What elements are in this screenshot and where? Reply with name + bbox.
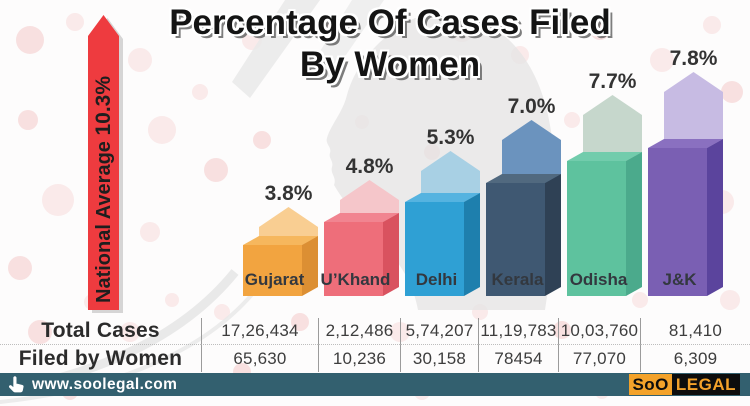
title-line-1: Percentage Of Cases Filed	[169, 3, 611, 42]
polka-dot	[703, 16, 721, 34]
national-average-arrow	[88, 15, 119, 310]
bar-value-label: 3.8%	[265, 182, 313, 205]
total-cases-gujarat: 17,26,434	[201, 318, 318, 345]
soolegal-logo[interactable]: SoO LEGAL	[629, 374, 740, 395]
polka-dot	[564, 112, 580, 128]
bar-top-face	[486, 174, 561, 183]
bar-category-label: Gujarat	[245, 270, 305, 289]
bar-front-face	[243, 245, 302, 296]
polka-dot	[553, 321, 571, 339]
bar-gujarat: 3.8% Gujarat	[243, 182, 318, 296]
national-average-bar: National Average 10.3%	[88, 15, 123, 313]
bar-top-face	[648, 139, 723, 148]
website-url[interactable]: www.soolegal.com	[32, 375, 178, 393]
bar-cap	[421, 151, 480, 202]
bar-front-face	[405, 202, 464, 296]
filed-women-ukhand: 10,236	[318, 345, 400, 372]
bar-top-face	[324, 213, 399, 222]
footer-bar: www.soolegal.com SoO LEGAL	[0, 373, 750, 396]
logo-part-soo: SoO	[629, 374, 672, 395]
polka-dot	[291, 313, 309, 331]
bar-front-face	[648, 148, 707, 296]
row-label-total-cases: Total Cases	[0, 318, 201, 345]
bar-top-face	[405, 193, 480, 202]
bar-category-label: Delhi	[416, 270, 458, 289]
bar-side-face	[464, 193, 480, 296]
bar-side-face	[302, 236, 318, 296]
polka-dot	[313, 21, 331, 39]
bar-delhi: 5.3% Delhi	[405, 126, 480, 296]
bar-value-label: 7.0%	[508, 95, 556, 118]
page-title: Percentage Of Cases Filed By Women	[30, 2, 750, 86]
polka-dot	[16, 26, 44, 54]
polka-dot	[720, 290, 740, 310]
bar-value-label: 7.7%	[589, 70, 637, 93]
row-label-filed-by-women: Filed by Women	[18, 346, 183, 370]
bar-side-face	[545, 174, 561, 296]
total-cases-odisha: 10,03,760	[558, 318, 640, 345]
bar-front-face	[567, 161, 626, 296]
bar-category-label: Odisha	[570, 270, 628, 289]
filed-women-jk: 6,309	[640, 345, 750, 372]
ribbon-shape	[232, 0, 320, 98]
polka-dot	[590, 20, 610, 40]
bar-top-face	[243, 236, 318, 245]
bar-front-face	[324, 222, 383, 296]
filed-women-kerala: 78454	[478, 345, 558, 372]
cases-table: Total Cases 17,26,434 2,12,486 5,74,207 …	[0, 318, 750, 372]
polka-dot	[165, 293, 179, 307]
polka-dot	[140, 222, 160, 242]
bar-category-label: U’Khand	[321, 270, 391, 289]
polka-dot	[66, 13, 84, 31]
polka-dot	[632, 292, 648, 308]
bar-value-label: 5.3%	[427, 126, 475, 149]
polka-dot	[8, 256, 32, 280]
bar-side-face	[383, 213, 399, 296]
bar-cap	[583, 95, 642, 161]
swoosh-line	[0, 280, 264, 404]
bar-side-face	[707, 139, 723, 296]
bar-category-label: J&K	[662, 270, 697, 289]
polka-dot	[120, 322, 140, 342]
bar-jk: 7.8% J&K	[648, 47, 723, 296]
ribbon-shape	[312, 0, 384, 78]
total-cases-kerala: 11,19,783	[478, 318, 558, 345]
polka-dot	[650, 48, 674, 72]
bar-value-label: 7.8%	[670, 47, 718, 70]
bar-cap	[259, 207, 318, 245]
bar-value-label: 4.8%	[346, 155, 394, 178]
filed-women-gujarat: 65,630	[201, 345, 318, 372]
filed-women-odisha: 77,070	[558, 345, 640, 372]
logo-part-legal: LEGAL	[671, 374, 740, 395]
bar-ukhand: 4.8% U’Khand	[321, 155, 399, 296]
national-average-text: National Average 10.3%	[92, 76, 115, 303]
filed-women-delhi: 30,158	[400, 345, 478, 372]
polka-dot	[148, 116, 176, 144]
polka-dot	[18, 110, 38, 130]
polka-dot	[128, 48, 152, 72]
polka-dot	[192, 84, 208, 100]
total-cases-jk: 81,410	[640, 318, 750, 345]
bar-kerala: 7.0% Kerala	[486, 95, 561, 296]
bar-cap	[664, 72, 723, 148]
bar-category-label: Kerala	[492, 270, 545, 289]
bar-cap	[502, 120, 561, 183]
polka-dot	[204, 158, 228, 182]
bar-front-face	[486, 183, 545, 296]
polka-dot	[42, 184, 74, 216]
polka-dot	[721, 81, 743, 103]
polka-dot	[214, 304, 230, 320]
bar-cap	[340, 180, 399, 222]
total-cases-ukhand: 2,12,486	[318, 318, 400, 345]
polka-dot	[253, 131, 271, 149]
hand-pointer-icon	[7, 375, 26, 394]
title-line-2: By Women	[299, 45, 481, 84]
total-cases-delhi: 5,74,207	[400, 318, 478, 345]
bar-side-face	[626, 152, 642, 296]
polka-dot	[28, 320, 52, 344]
bar-odisha: 7.7% Odisha	[567, 70, 642, 296]
bar-top-face	[567, 152, 642, 161]
